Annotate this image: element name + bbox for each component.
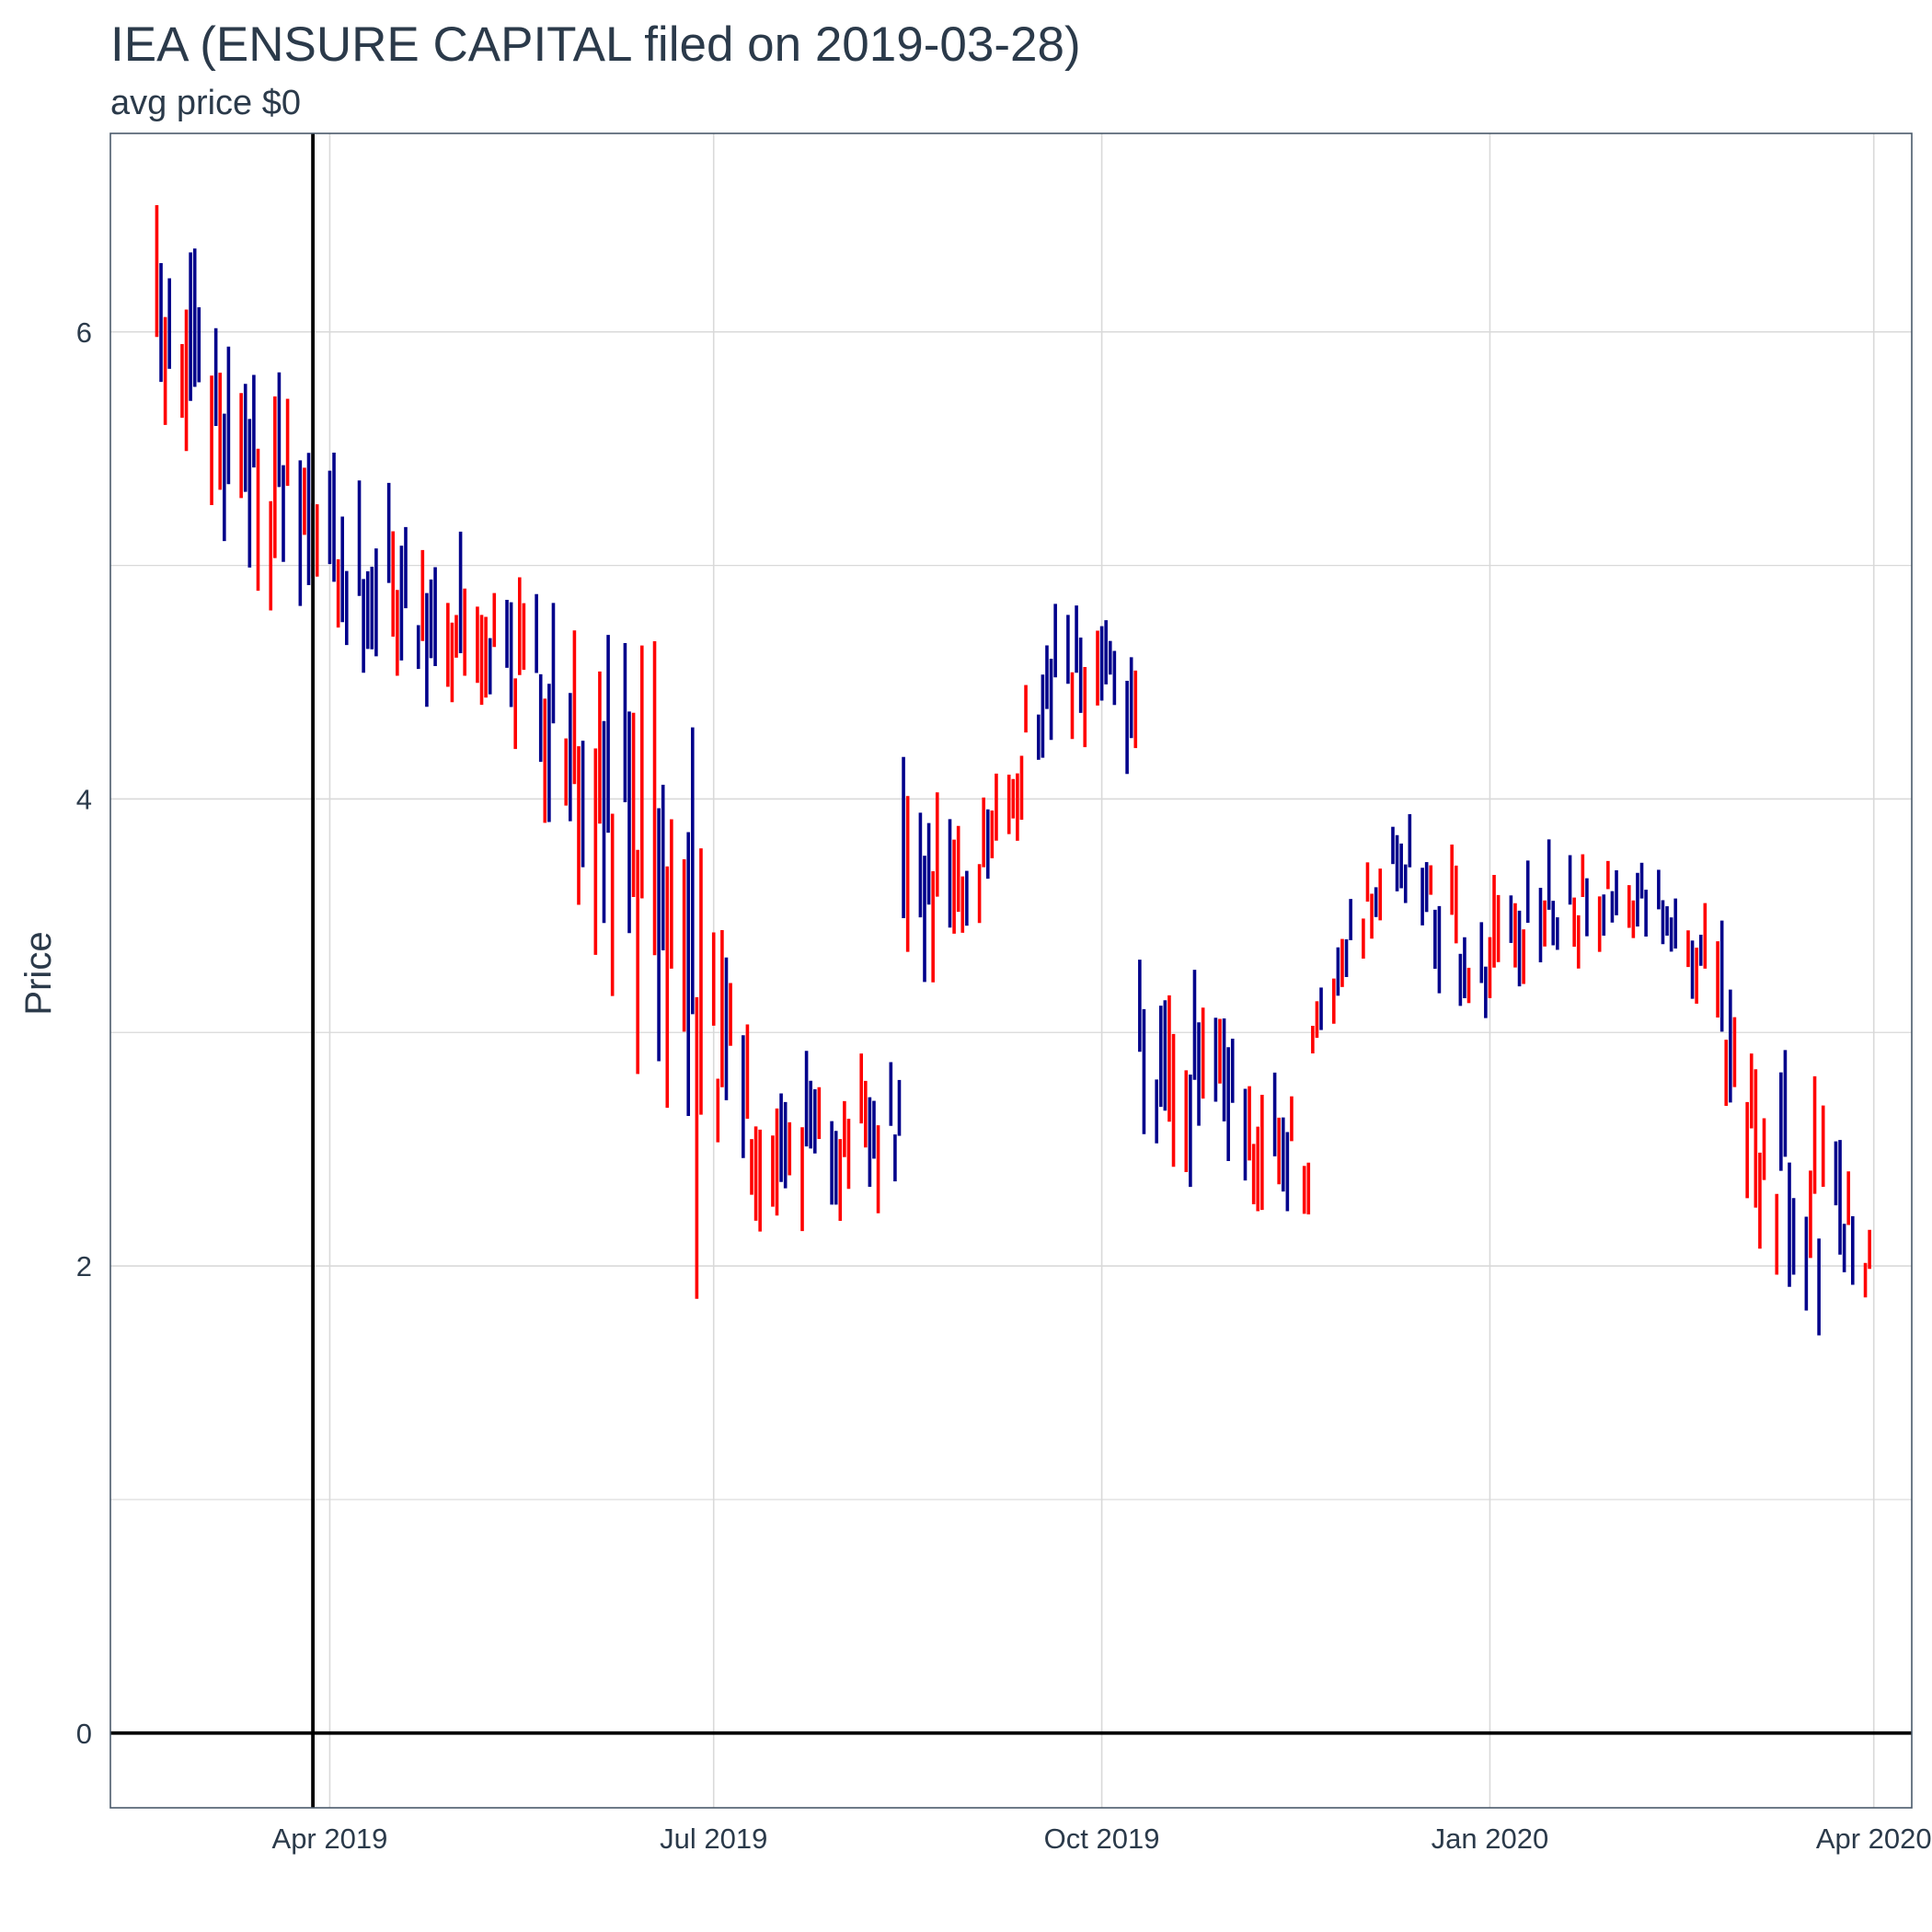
x-tick-label: Apr 2019	[272, 1823, 388, 1855]
plot-border	[109, 132, 1913, 1809]
plot-area: 0 2 4 6 Apr 2019 Jul 2019 Oct 2019 Jan 2020 Apr …	[76, 132, 1932, 1855]
y-tick-label: 0	[76, 1718, 92, 1750]
y-tick-label: 6	[76, 316, 92, 349]
y-axis-label: Price	[18, 931, 59, 1015]
chart-title: IEA (ENSURE CAPITAL filed on 2019-03-28)	[110, 17, 1081, 72]
chart-subtitle: avg price $0	[110, 84, 301, 122]
x-tick-label: Apr 2020	[1816, 1823, 1932, 1855]
x-tick-label: Oct 2019	[1044, 1823, 1160, 1855]
y-tick-label: 4	[76, 783, 92, 815]
x-tick-label: Jul 2019	[660, 1823, 767, 1855]
y-tick-label: 2	[76, 1250, 92, 1282]
x-tick-label: Jan 2020	[1432, 1823, 1549, 1855]
